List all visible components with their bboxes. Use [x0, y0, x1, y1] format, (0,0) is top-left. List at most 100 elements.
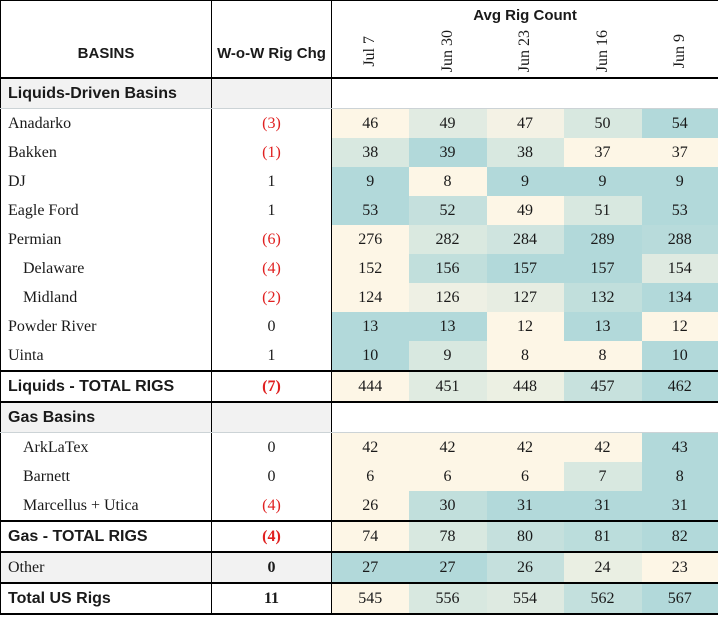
basin-name: Other: [0, 552, 212, 584]
rig-count-cell: 47: [486, 108, 564, 139]
rig-count-cell: 26: [486, 552, 564, 584]
table-row: Marcellus + Utica (4) 26 30 31 31 31: [0, 491, 718, 522]
wow-change: (6): [211, 225, 332, 255]
rig-count-cell: 9: [486, 167, 564, 197]
section-header-row: Liquids-Driven Basins: [0, 78, 718, 110]
avg-rig-count-title: Avg Rig Count: [331, 0, 718, 30]
wow-change: 0: [211, 432, 332, 463]
rig-count-cell: 50: [563, 108, 642, 139]
wow-change: 1: [211, 196, 332, 226]
rig-count-cell: 127: [486, 283, 564, 313]
rig-count-cell: 46: [331, 108, 409, 139]
rig-count-cell: 81: [563, 520, 642, 554]
rig-count-cell: 556: [408, 582, 487, 616]
rig-count-cell: 13: [408, 312, 487, 342]
rig-count-cell: 10: [331, 341, 409, 372]
basin-name: Bakken: [0, 138, 212, 168]
rig-count-cell: 9: [408, 341, 487, 372]
rig-count-cell: 157: [563, 254, 642, 284]
wow-change: (3): [211, 108, 332, 139]
rig-count-cell: 126: [408, 283, 487, 313]
rig-count-cell: 26: [331, 491, 409, 522]
basin-name: Barnett: [0, 462, 212, 492]
rig-count-cell: 8: [641, 462, 718, 492]
table-row: Uinta 1 10 9 8 8 10: [0, 341, 718, 372]
rig-count-cell: 9: [641, 167, 718, 197]
wow-change: 0: [211, 462, 332, 492]
wow-change: (4): [211, 520, 332, 554]
table-row: Bakken (1) 38 39 38 37 37: [0, 138, 718, 168]
rig-count-cell: 31: [641, 491, 718, 522]
rig-count-cell: 52: [408, 196, 487, 226]
rig-count-cell: 23: [641, 552, 718, 584]
rig-count-cell: 42: [563, 432, 642, 463]
basin-name: Delaware: [0, 254, 212, 284]
rig-count-cell: 124: [331, 283, 409, 313]
wow-change-header: W-o-W Rig Chg: [211, 30, 332, 80]
table-row: Powder River 0 13 13 12 13 12: [0, 312, 718, 342]
table-row: Delaware (4) 152 156 157 157 154: [0, 254, 718, 284]
rig-count-cell: 38: [486, 138, 564, 168]
rig-count-cell: 448: [486, 370, 564, 404]
rig-count-cell: 7: [563, 462, 642, 492]
rig-count-cell: 276: [331, 225, 409, 255]
rig-count-cell: 13: [563, 312, 642, 342]
rig-count-cell: 80: [486, 520, 564, 554]
rig-count-cell: 31: [486, 491, 564, 522]
rig-count-cell: 49: [486, 196, 564, 226]
date-header-1: Jul 7: [361, 35, 379, 67]
table-row: DJ 1 9 8 9 9 9: [0, 167, 718, 197]
rig-count-cell: 8: [563, 341, 642, 372]
rig-count-cell: 157: [486, 254, 564, 284]
table-row: Barnett 0 6 6 6 7 8: [0, 462, 718, 492]
basin-name: Marcellus + Utica: [0, 491, 212, 522]
wow-change: 0: [211, 552, 332, 584]
date-header-2: Jun 30: [438, 30, 456, 73]
rig-count-cell: 13: [331, 312, 409, 342]
rig-count-cell: 154: [641, 254, 718, 284]
rig-count-cell: 134: [641, 283, 718, 313]
date-header-5: Jun 9: [670, 34, 688, 69]
wow-change: 11: [211, 582, 332, 616]
rig-count-cell: 152: [331, 254, 409, 284]
table-row: Eagle Ford 1 53 52 49 51 53: [0, 196, 718, 226]
rig-count-cell: 27: [331, 552, 409, 584]
rig-count-cell: 12: [486, 312, 564, 342]
total-us-rigs-row: Total US Rigs 11 545 556 554 562 567: [0, 582, 718, 616]
wow-change: 1: [211, 167, 332, 197]
basin-name: Total US Rigs: [0, 582, 212, 616]
rig-count-cell: 562: [563, 582, 642, 616]
rig-count-cell: 42: [486, 432, 564, 463]
wow-change: 0: [211, 312, 332, 342]
rig-count-cell: 82: [641, 520, 718, 554]
rig-count-cell: 31: [563, 491, 642, 522]
wow-change: (4): [211, 254, 332, 284]
rig-count-cell: 567: [641, 582, 718, 616]
date-header-4: Jun 16: [593, 30, 611, 73]
rig-count-cell: 37: [641, 138, 718, 168]
wow-change: 1: [211, 341, 332, 372]
wow-change: (7): [211, 370, 332, 404]
date-header-3: Jun 23: [516, 30, 533, 73]
rig-count-cell: 51: [563, 196, 642, 226]
rig-count-cell: 8: [408, 167, 487, 197]
rig-count-cell: 42: [331, 432, 409, 463]
basin-name: Uinta: [0, 341, 212, 372]
header-row: BASINS W-o-W Rig Chg Jul 7 Jun 30 Jun 23…: [0, 30, 718, 80]
rig-count-cell: 9: [331, 167, 409, 197]
table-row: Midland (2) 124 126 127 132 134: [0, 283, 718, 313]
rig-count-table: Avg Rig Count BASINS W-o-W Rig Chg Jul 7…: [0, 0, 718, 616]
wow-change: (2): [211, 283, 332, 313]
rig-count-cell: 49: [408, 108, 487, 139]
rig-count-cell: 282: [408, 225, 487, 255]
rig-count-cell: 38: [331, 138, 409, 168]
rig-count-cell: 78: [408, 520, 487, 554]
rig-count-cell: 462: [641, 370, 718, 404]
rig-count-cell: 53: [641, 196, 718, 226]
rig-count-cell: 42: [408, 432, 487, 463]
basin-name: Powder River: [0, 312, 212, 342]
rig-count-cell: 53: [331, 196, 409, 226]
rig-count-cell: 132: [563, 283, 642, 313]
rig-count-cell: 457: [563, 370, 642, 404]
rig-count-cell: 156: [408, 254, 487, 284]
